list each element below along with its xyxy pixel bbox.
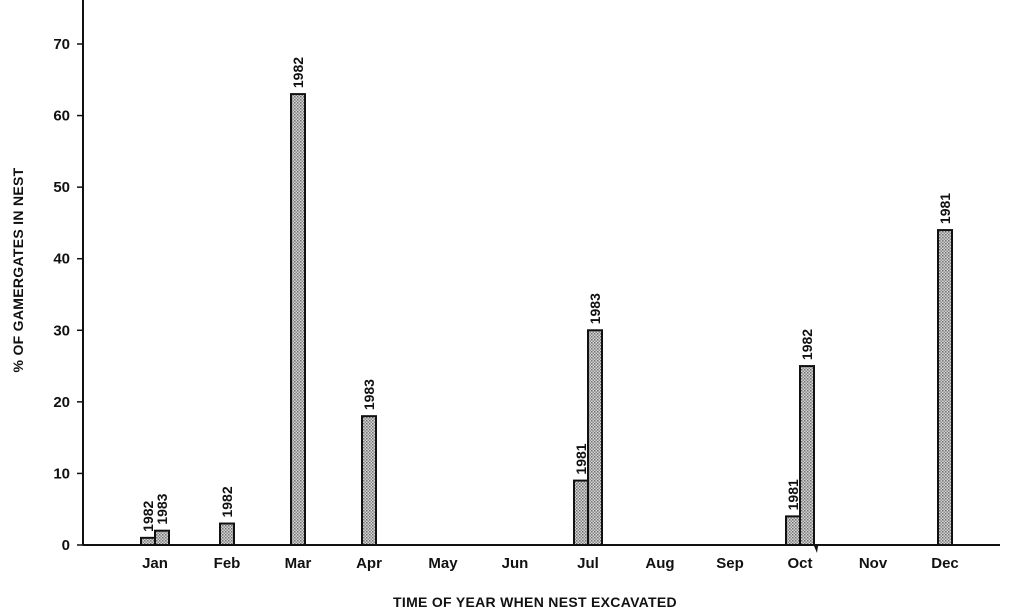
y-axis: 0 10 20 30 40 50 60 70 (53, 0, 84, 554)
bar-year-label: 1982 (799, 329, 815, 360)
x-tick-label: May (428, 555, 458, 572)
bar-year-label: 1982 (219, 486, 235, 517)
x-tick-label: Jun (502, 555, 529, 572)
x-tick-label: Jul (577, 555, 599, 572)
x-tick-label: Mar (285, 555, 312, 572)
bar-oct-1981 (785, 515, 801, 546)
y-tick-label: 70 (53, 36, 70, 53)
bar-year-label: 1982 (140, 500, 156, 531)
y-tick-label: 30 (53, 322, 70, 339)
bar-jul-1981 (573, 479, 589, 547)
bar-apr-1983 (361, 415, 377, 546)
x-tick-label: Feb (214, 555, 241, 572)
bar-jul-1983 (587, 329, 603, 546)
x-tick-label: Jan (142, 555, 168, 572)
bar-jan-1982 (140, 536, 156, 546)
x-tick-label: Dec (931, 555, 959, 572)
y-tick-label: 60 (53, 108, 70, 125)
y-tick-label: 0 (62, 537, 70, 554)
y-tick-label: 40 (53, 251, 70, 268)
x-tick-label: Sep (716, 555, 744, 572)
y-tick-label: 10 (53, 465, 70, 482)
bar-dec-1981 (937, 229, 953, 546)
x-axis: Jan Feb Mar Apr May Jun Jul Aug Sep Oct Nov Dec (83, 544, 1000, 572)
bar-year-label: 1983 (361, 379, 377, 410)
y-tick-label: 50 (53, 179, 70, 196)
bar-oct-1982 (799, 365, 815, 547)
bar-year-label: 1983 (587, 293, 603, 324)
x-axis-title: TIME OF YEAR WHEN NEST EXCAVATED (393, 594, 677, 610)
bar-jan-1983 (154, 529, 170, 547)
bar-mar-1982 (290, 93, 306, 546)
axis-notch-mark (814, 546, 818, 553)
bar-year-label: 1981 (573, 443, 589, 474)
bars (140, 93, 953, 547)
bar-year-label: 1981 (785, 479, 801, 510)
x-tick-label: Aug (645, 555, 674, 572)
bar-year-label: 1982 (290, 57, 306, 88)
x-tick-label: Nov (859, 555, 888, 572)
bar-year-label: 1981 (937, 193, 953, 224)
y-tick-label: 20 (53, 394, 70, 411)
y-axis-title: % OF GAMERGATES IN NEST (10, 167, 26, 372)
bar-feb-1982 (219, 522, 235, 546)
bar-year-label: 1983 (154, 493, 170, 524)
x-tick-label: Oct (787, 555, 812, 572)
x-tick-label: Apr (356, 555, 382, 572)
